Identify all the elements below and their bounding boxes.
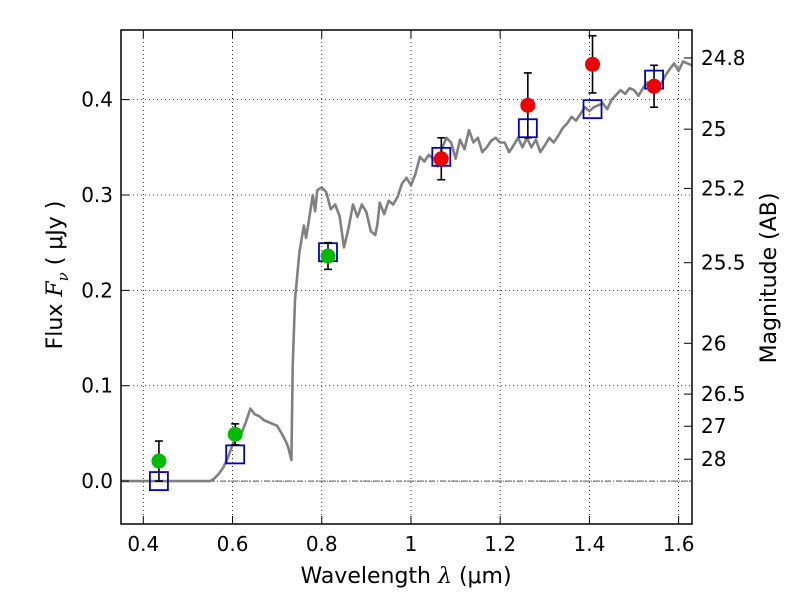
grid-lines (121, 30, 692, 524)
magnitude-tick-label: 25.2 (701, 176, 746, 200)
magnitude-tick-label: 26 (701, 331, 726, 355)
observed-point-nir (646, 78, 662, 94)
magnitude-tick-labels: 24.8 25 25.2 25.5 26 26.5 27 28 (701, 46, 746, 471)
magnitude-tick-label: 27 (701, 414, 726, 438)
x-tick-label: 0.4 (127, 532, 159, 556)
y-tick-label: 0.1 (81, 374, 113, 398)
model-spectrum-line (121, 60, 693, 483)
y-axis-label: Flux Fν ( μJy ) (43, 201, 74, 350)
model-photometry-square (582, 99, 603, 120)
y-tick-label: 0.4 (81, 88, 113, 112)
observed-point-optical (151, 453, 167, 469)
y-tick-label: 0.0 (81, 469, 113, 493)
x-axis-label: Wavelength λ (μm) (300, 564, 511, 589)
magnitude-tick-label: 24.8 (701, 46, 746, 70)
magnitude-tick-label: 25.5 (701, 251, 746, 275)
observed-point-nir (585, 56, 601, 72)
axis-ticks (121, 30, 692, 524)
x-tick-label: 1.4 (573, 532, 605, 556)
magnitude-axis-label: Magnitude (AB) (757, 193, 782, 364)
x-tick-labels: 0.4 0.6 0.8 1 1.2 1.4 1.6 (127, 532, 694, 556)
y-tick-label: 0.3 (81, 183, 113, 207)
magnitude-tick-label: 26.5 (701, 382, 746, 406)
observed-point-nir (433, 151, 449, 167)
x-tick-label: 0.6 (217, 532, 249, 556)
x-tick-label: 0.8 (306, 532, 338, 556)
observed-point-nir (520, 97, 536, 113)
data-markers-layer (149, 34, 664, 491)
magnitude-tick-label: 28 (701, 447, 726, 471)
observed-point-optical (227, 426, 243, 442)
x-tick-label: 1 (405, 532, 418, 556)
magnitude-tick-label: 25 (701, 117, 726, 141)
y-tick-labels: 0.0 0.1 0.2 0.3 0.4 (81, 88, 113, 493)
x-tick-label: 1.6 (663, 532, 695, 556)
observed-point-optical (320, 248, 336, 264)
model-spectrum-layer (121, 60, 693, 483)
y-tick-label: 0.2 (81, 278, 113, 302)
plot-frame (120, 29, 693, 525)
x-tick-label: 1.2 (484, 532, 516, 556)
